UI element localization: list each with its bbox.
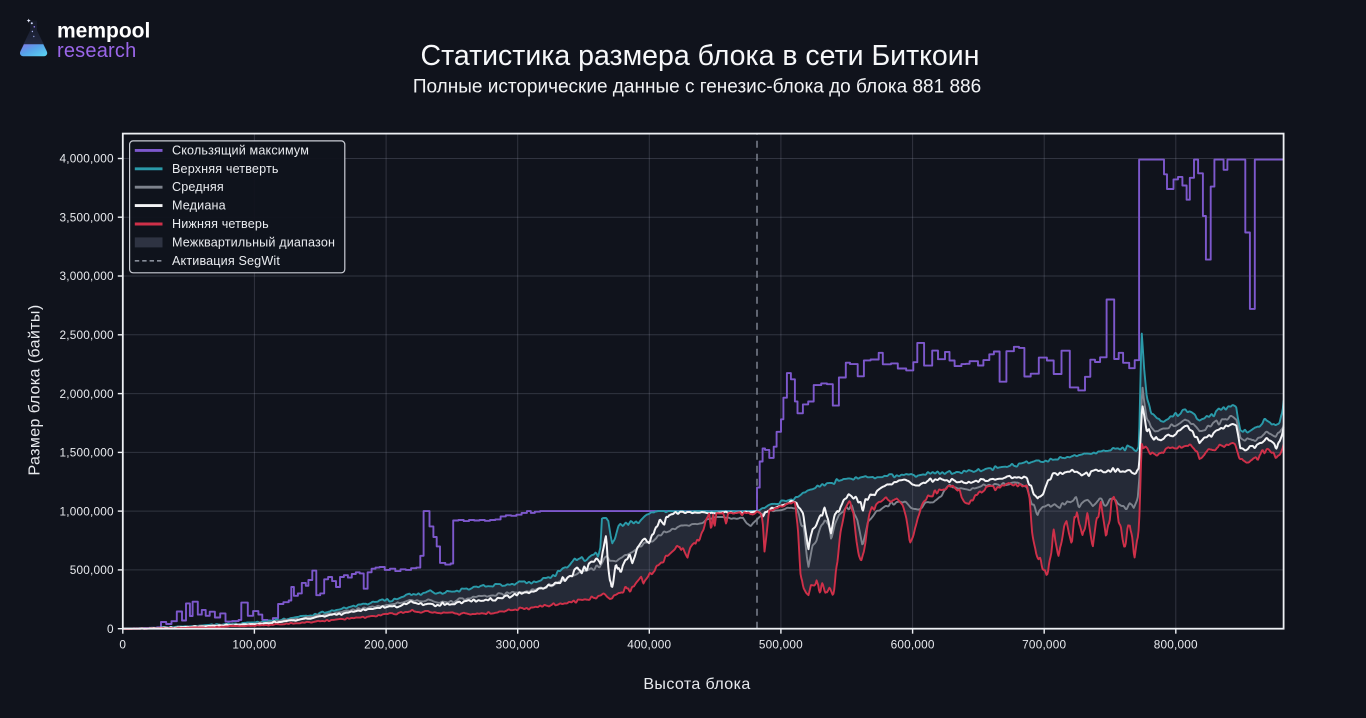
svg-text:2,000,000: 2,000,000 bbox=[60, 387, 115, 401]
svg-text:3,500,000: 3,500,000 bbox=[60, 210, 115, 224]
svg-text:Размер блока (байты): Размер блока (байты) bbox=[27, 304, 44, 475]
svg-text:Медиана: Медиана bbox=[172, 199, 226, 213]
svg-text:Скользящий максимум: Скользящий максимум bbox=[172, 143, 309, 157]
svg-text:100,000: 100,000 bbox=[232, 638, 276, 652]
svg-text:4,000,000: 4,000,000 bbox=[60, 152, 115, 166]
svg-text:2,500,000: 2,500,000 bbox=[60, 328, 115, 342]
svg-text:600,000: 600,000 bbox=[891, 638, 935, 652]
svg-text:Межквартильный диапазон: Межквартильный диапазон bbox=[172, 235, 335, 249]
svg-text:Статистика размера блока в сет: Статистика размера блока в сети Биткоин bbox=[421, 40, 980, 72]
svg-text:3,000,000: 3,000,000 bbox=[60, 269, 115, 283]
svg-text:research: research bbox=[57, 40, 136, 62]
svg-text:Средняя: Средняя bbox=[172, 180, 224, 194]
svg-text:200,000: 200,000 bbox=[364, 638, 408, 652]
svg-text:300,000: 300,000 bbox=[496, 638, 540, 652]
svg-text:1,500,000: 1,500,000 bbox=[60, 446, 115, 460]
svg-text:500,000: 500,000 bbox=[70, 563, 114, 577]
svg-text:700,000: 700,000 bbox=[1022, 638, 1066, 652]
svg-text:1,000,000: 1,000,000 bbox=[60, 504, 115, 518]
svg-text:800,000: 800,000 bbox=[1154, 638, 1198, 652]
svg-text:Полные исторические данные с г: Полные исторические данные с генезис-бло… bbox=[413, 77, 981, 98]
svg-text:500,000: 500,000 bbox=[759, 638, 803, 652]
svg-text:Нижняя четверь: Нижняя четверь bbox=[172, 217, 269, 231]
svg-text:Верхняя четверть: Верхняя четверть bbox=[172, 162, 279, 176]
svg-text:Высота блока: Высота блока bbox=[643, 676, 750, 693]
svg-text:Активация SegWit: Активация SegWit bbox=[172, 254, 280, 268]
svg-text:0: 0 bbox=[119, 638, 126, 652]
svg-text:0: 0 bbox=[107, 622, 114, 636]
svg-text:400,000: 400,000 bbox=[627, 638, 671, 652]
svg-text:mempool: mempool bbox=[57, 20, 150, 43]
